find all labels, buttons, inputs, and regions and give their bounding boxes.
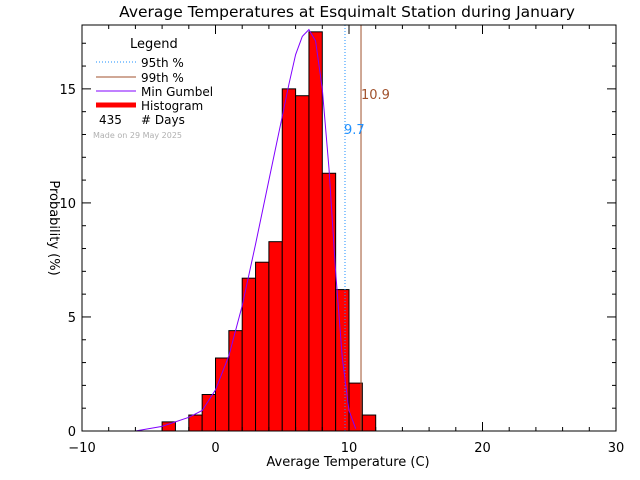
histogram-bar-6 bbox=[241, 277, 257, 432]
y-tick-label-2: 10 bbox=[59, 197, 76, 212]
histogram-bar-9 bbox=[281, 88, 297, 432]
percentile-label-95th: 9.7 bbox=[344, 123, 365, 138]
y-tick-label-1: 5 bbox=[68, 311, 76, 326]
legend-label-95th: 95th % bbox=[141, 56, 184, 70]
legend-days-count: 435 bbox=[99, 113, 122, 127]
legend-days-label: # Days bbox=[141, 113, 185, 127]
histogram-bar-2 bbox=[188, 414, 203, 432]
x-tick-label-4: 30 bbox=[608, 441, 625, 456]
legend-title: Legend bbox=[130, 37, 178, 52]
y-axis: 0 5 10 15 bbox=[59, 42, 616, 440]
legend-label-gumbel: Min Gumbel bbox=[141, 85, 213, 99]
histogram-bar-15 bbox=[361, 414, 377, 432]
histogram-bar-7 bbox=[255, 261, 270, 432]
histogram-bar-4 bbox=[215, 357, 230, 432]
histogram-bar-11 bbox=[308, 31, 323, 432]
x-axis: −10 0 10 20 30 bbox=[68, 25, 624, 456]
y-axis-label: Probability (%) bbox=[46, 180, 61, 275]
legend-label-histogram: Histogram bbox=[141, 99, 203, 113]
x-tick-label-3: 20 bbox=[474, 441, 491, 456]
histogram-bar-14 bbox=[348, 382, 363, 432]
made-on-note: Made on 29 May 2025 bbox=[93, 131, 182, 140]
plot-area: 10.9 9.7 bbox=[135, 25, 390, 432]
histogram-bar-12 bbox=[321, 172, 337, 432]
y-tick-label-3: 15 bbox=[59, 83, 76, 98]
legend-label-99th: 99th % bbox=[141, 71, 184, 85]
y-tick-label-0: 0 bbox=[68, 425, 76, 440]
x-tick-label-0: −10 bbox=[68, 441, 95, 456]
histogram-bar-0 bbox=[161, 421, 176, 432]
x-tick-label-1: 0 bbox=[211, 441, 219, 456]
x-axis-label: Average Temperature (C) bbox=[266, 455, 429, 470]
percentile-label-99th: 10.9 bbox=[361, 88, 390, 103]
chart-title: Average Temperatures at Esquimalt Statio… bbox=[119, 3, 575, 21]
gumbel-curve bbox=[135, 28, 357, 432]
histogram-bar-5 bbox=[228, 330, 243, 432]
histogram-bar-10 bbox=[295, 95, 310, 432]
x-tick-label-2: 10 bbox=[341, 441, 358, 456]
legend: Legend 95th % 99th % Min Gumbel Histogra… bbox=[93, 37, 213, 140]
histogram-bar-8 bbox=[268, 241, 283, 432]
